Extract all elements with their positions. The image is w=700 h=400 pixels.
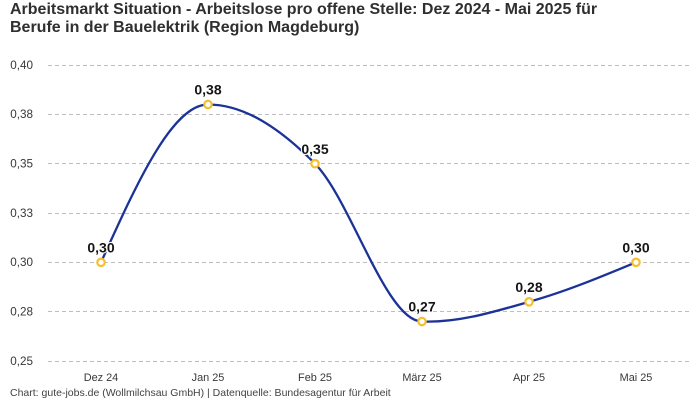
- svg-text:0,40: 0,40: [10, 59, 33, 72]
- svg-text:0,25: 0,25: [10, 355, 33, 368]
- svg-text:0,27: 0,27: [408, 299, 435, 315]
- svg-text:0,30: 0,30: [87, 240, 114, 256]
- svg-text:Dez 24: Dez 24: [84, 372, 119, 384]
- svg-text:Mai 25: Mai 25: [620, 372, 653, 384]
- svg-text:0,33: 0,33: [10, 207, 33, 220]
- svg-text:0,35: 0,35: [10, 158, 33, 171]
- svg-text:0,28: 0,28: [10, 306, 33, 319]
- svg-text:0,30: 0,30: [622, 240, 649, 256]
- svg-text:0,38: 0,38: [10, 108, 33, 121]
- svg-text:0,35: 0,35: [301, 141, 328, 157]
- svg-text:0,30: 0,30: [10, 256, 33, 269]
- svg-text:Jan 25: Jan 25: [192, 372, 225, 384]
- svg-text:März 25: März 25: [402, 372, 441, 384]
- svg-text:0,38: 0,38: [194, 82, 221, 98]
- svg-text:0,28: 0,28: [515, 279, 542, 295]
- svg-text:Apr 25: Apr 25: [513, 372, 545, 384]
- svg-text:Feb 25: Feb 25: [298, 372, 332, 384]
